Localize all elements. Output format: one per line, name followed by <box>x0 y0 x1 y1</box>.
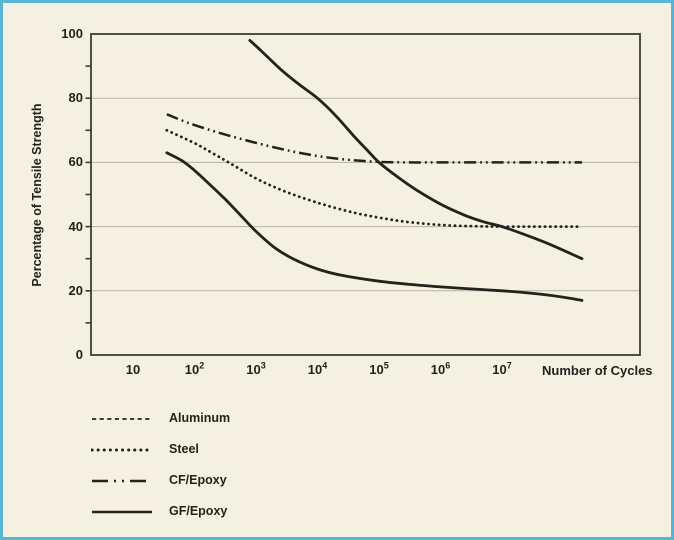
chart-legend: Aluminum Steel CF/Epoxy GF/Epoxy <box>91 410 230 534</box>
legend-item-steel: Steel <box>91 441 230 458</box>
x-tick-label-10e1: 10 <box>125 362 141 377</box>
legend-swatch-gf-epoxy <box>92 510 152 514</box>
y-axis-title: Percentage of Tensile Strength <box>30 103 44 287</box>
x-axis-title: Number of Cycles <box>542 363 653 378</box>
x-tick-label-10e5: 105 <box>369 360 389 377</box>
curve-cf-epoxy <box>166 113 583 164</box>
y-tick-label-20: 20 <box>68 282 83 298</box>
y-tick-label-80: 80 <box>68 90 83 106</box>
legend-swatch-cf-epoxy <box>92 479 152 483</box>
legend-swatch-steel <box>91 448 153 452</box>
x-tick-label-10e3: 103 <box>246 360 266 377</box>
plot-frame <box>90 33 641 356</box>
legend-label-aluminum: Aluminum <box>169 411 231 425</box>
legend-swatch-aluminum <box>92 418 152 420</box>
y-tick-label-40: 40 <box>68 218 83 234</box>
curve-steel <box>165 128 584 229</box>
curve-aluminum <box>248 39 584 261</box>
x-tick-label-10e6: 106 <box>430 360 451 377</box>
plot-area <box>85 33 641 356</box>
legend-item-aluminum: Aluminum <box>91 410 230 427</box>
curve-gf-epoxy <box>165 151 584 302</box>
legend-item-cf-epoxy: CF/Epoxy <box>91 472 230 489</box>
y-tick-label-0: 0 <box>75 347 83 362</box>
legend-item-gf-epoxy: GF/Epoxy <box>91 503 230 520</box>
legend-label-cf-epoxy: CF/Epoxy <box>169 473 227 487</box>
legend-label-gf-epoxy: GF/Epoxy <box>169 504 228 518</box>
y-tick-label-60: 60 <box>68 154 83 170</box>
x-tick-label-10e2: 102 <box>184 360 205 377</box>
x-tick-label-10e4: 104 <box>307 360 328 377</box>
legend-label-steel: Steel <box>169 442 199 456</box>
x-tick-label-10e7: 107 <box>492 360 512 377</box>
y-tick-label-100: 100 <box>61 26 83 41</box>
